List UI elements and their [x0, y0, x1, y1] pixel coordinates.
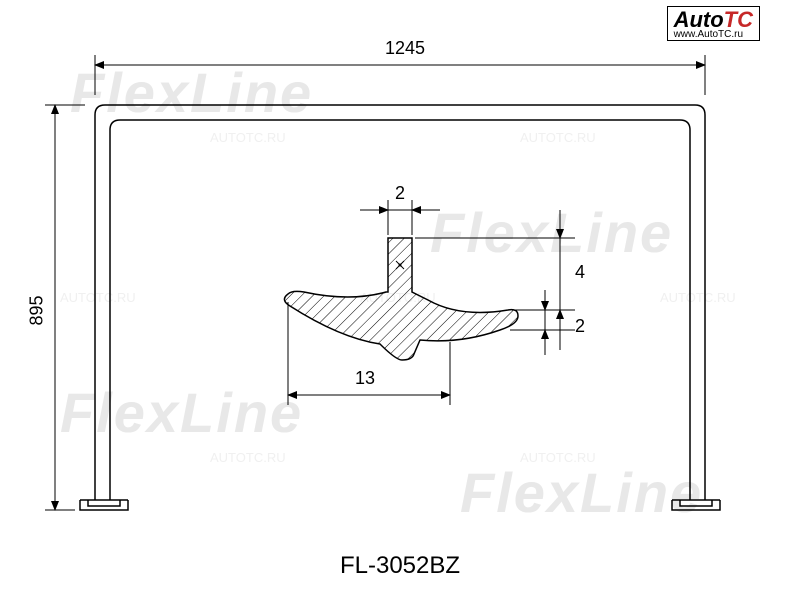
- dim-label-base-w: 13: [355, 368, 375, 389]
- dim-outer-width: [95, 55, 705, 95]
- dim-label-stem-w: 2: [395, 183, 405, 204]
- part-number: FL-3052BZ: [340, 552, 460, 580]
- site-logo: AutoTC www.AutoTC.ru: [667, 6, 760, 42]
- dim-outer-height: [45, 105, 85, 510]
- logo-url: www.AutoTC.ru: [674, 29, 753, 40]
- profile-cross-section: [284, 200, 575, 405]
- technical-drawing: [0, 0, 800, 600]
- dim-label-stem-h: 4: [575, 262, 585, 283]
- dim-label-base-h: 2: [575, 316, 585, 337]
- dim-label-height: 895: [27, 295, 48, 325]
- dim-label-width: 1245: [385, 38, 425, 59]
